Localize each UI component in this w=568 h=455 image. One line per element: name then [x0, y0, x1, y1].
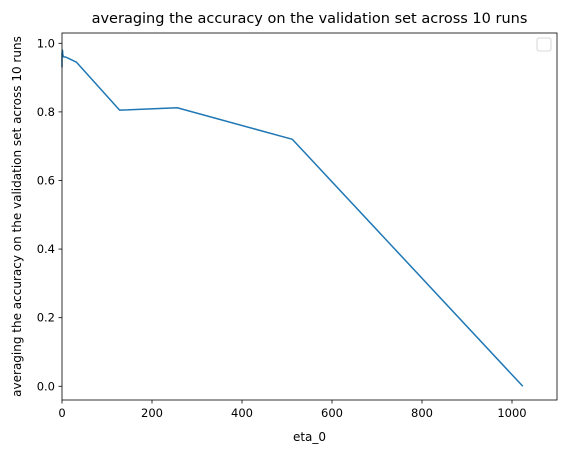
y-axis-label: averaging the accuracy on the validation…	[10, 36, 24, 397]
x-axis: 0 200 400 600 800 1000	[58, 400, 527, 420]
x-tick-label: 800	[411, 406, 433, 420]
x-tick-label: 400	[231, 406, 253, 420]
x-tick-label: 200	[141, 406, 163, 420]
y-tick-label: 0.8	[37, 105, 55, 119]
y-tick-label: 0.0	[37, 379, 55, 393]
x-tick-label: 1000	[497, 406, 526, 420]
chart-title: averaging the accuracy on the validation…	[92, 11, 528, 27]
y-tick-label: 0.6	[37, 173, 55, 187]
x-tick-label: 0	[58, 406, 65, 420]
x-tick-label: 600	[321, 406, 343, 420]
y-tick-label: 1.0	[37, 36, 55, 50]
legend-box	[536, 37, 552, 52]
y-tick-label: 0.2	[37, 311, 55, 325]
series-line-0	[61, 49, 524, 387]
y-axis: 0.0 0.2 0.4 0.6 0.8 1.0	[37, 36, 62, 393]
axes-frame	[61, 32, 558, 401]
plot-area	[61, 49, 524, 387]
x-axis-label: eta_0	[293, 430, 326, 444]
legend	[536, 37, 552, 52]
y-tick-label: 0.4	[37, 242, 55, 256]
